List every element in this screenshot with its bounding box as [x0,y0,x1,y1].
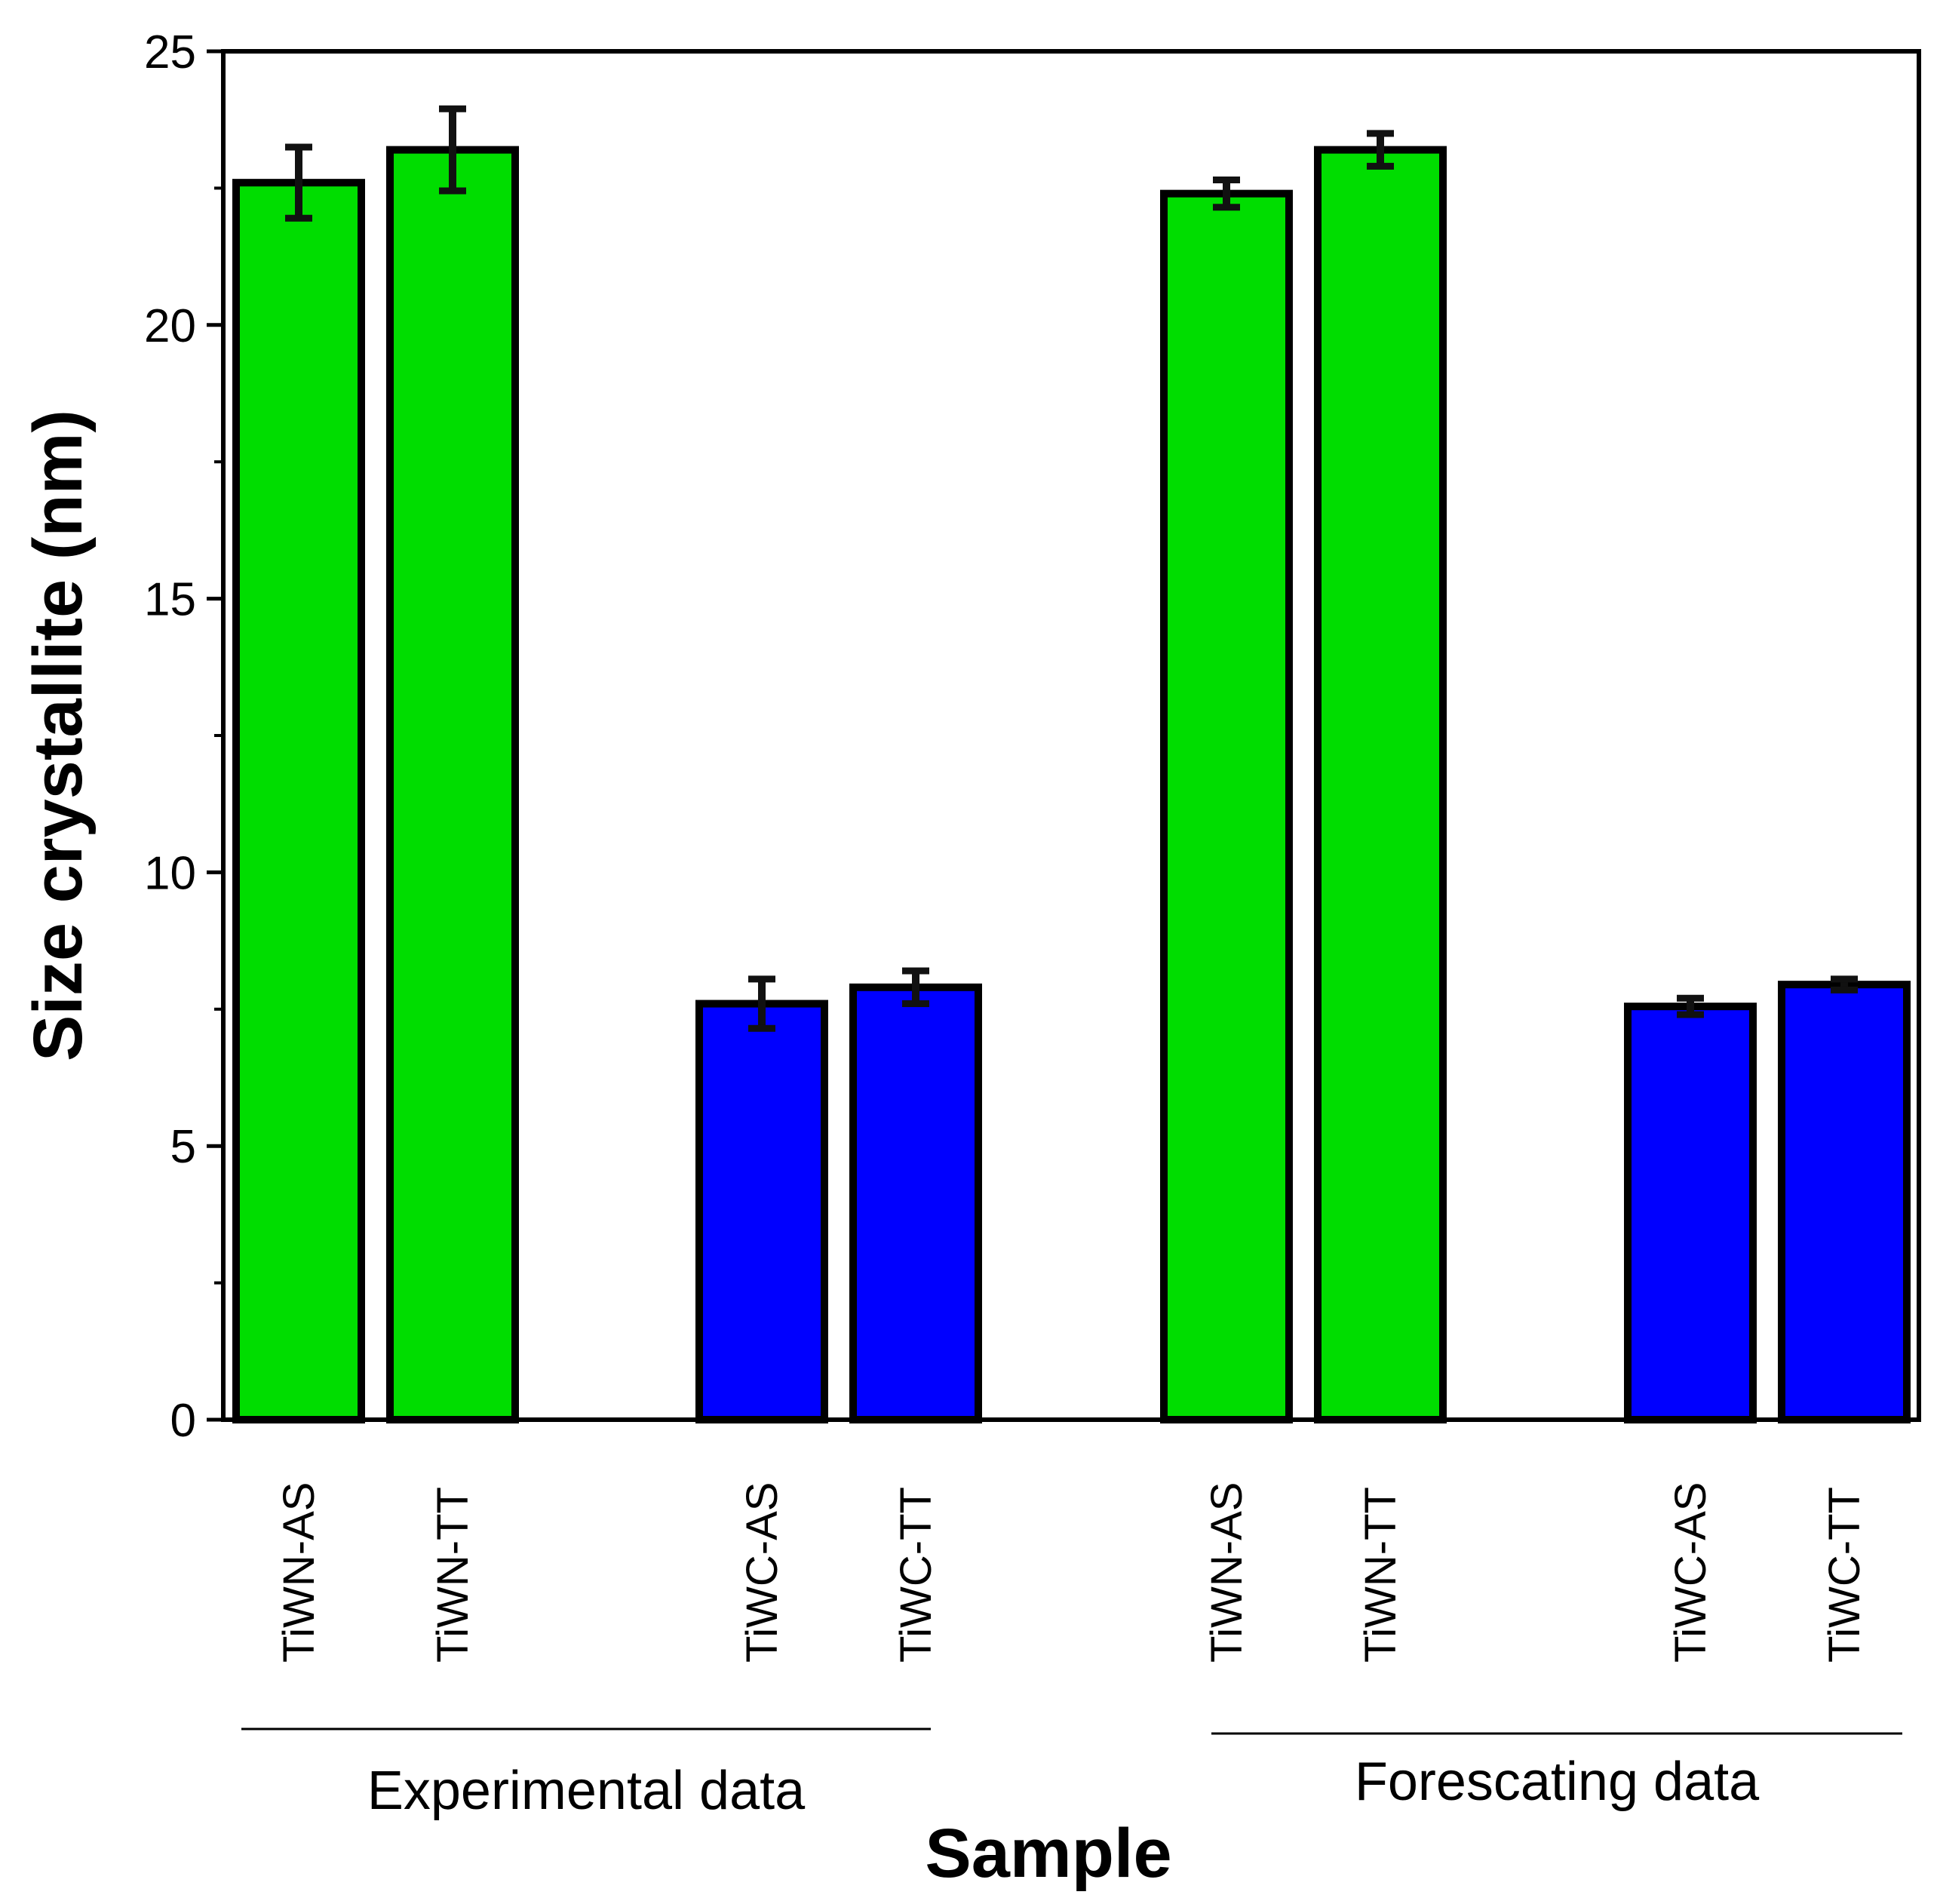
error-bar [1677,994,1704,1018]
bars-layer [232,105,1911,1423]
error-bar [1367,130,1394,170]
y-axis-title: Size crystallite (nm) [20,410,97,1061]
error-bar [748,975,775,1032]
error-bar [1213,177,1240,211]
group-label: Experimental data [367,1761,806,1821]
x-category-label: TiWN-AS [275,1482,324,1663]
bar-tiwn-tt-experimental [386,146,519,1423]
x-category-label: TiWC-TT [1820,1487,1869,1663]
bar-tiwc-tt-experimental [849,983,982,1423]
group-label: Forescating data [1355,1752,1760,1812]
x-axis: TiWN-AS TiWN-TT TiWC-AS TiWC-TT Experimental… [241,1482,1902,1821]
x-category-label: TiWN-AS [1202,1482,1251,1663]
x-category-label: TiWN-TT [1356,1487,1405,1663]
bar-tiwn-tt-forecasting [1314,146,1447,1423]
y-tick-label: 5 [170,1121,196,1173]
x-category-label: TiWC-AS [1666,1482,1715,1663]
x-axis-title: Sample [925,1815,1171,1892]
bar-tiwc-tt-forecasting [1778,981,1911,1423]
x-category-label: TiWN-TT [428,1487,477,1663]
x-category-label: TiWC-TT [892,1487,941,1663]
y-tick-label: 20 [144,300,196,352]
bar-tiwn-as-experimental [232,179,365,1423]
y-tick-label: 10 [144,847,196,899]
x-category-label: TiWC-AS [738,1482,787,1663]
error-bar [902,967,929,1008]
error-bar [285,143,312,222]
bar-tiwc-as-forecasting [1624,1003,1757,1423]
y-axis: 0 5 10 15 20 25 [144,26,223,1447]
bar-tiwn-as-forecasting [1160,189,1293,1423]
error-bar [439,105,466,195]
y-tick-label: 25 [144,26,196,78]
y-tick-label: 0 [170,1395,196,1447]
error-bar [1831,975,1858,993]
bar-tiwc-as-experimental [695,1000,828,1423]
y-tick-label: 15 [144,574,196,626]
